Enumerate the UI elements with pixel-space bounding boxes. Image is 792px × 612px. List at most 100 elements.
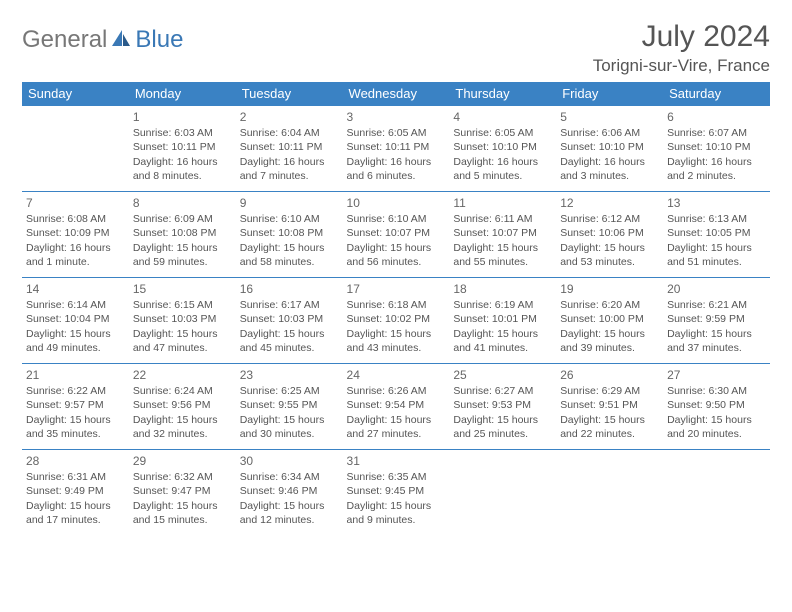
title-block: July 2024 Torigni-sur-Vire, France <box>593 20 770 76</box>
daylight-text: Daylight: 16 hours <box>453 155 552 169</box>
sunset-text: Sunset: 9:57 PM <box>26 398 125 412</box>
sunrise-text: Sunrise: 6:15 AM <box>133 298 232 312</box>
calendar-day-cell: 30Sunrise: 6:34 AMSunset: 9:46 PMDayligh… <box>236 450 343 536</box>
daylight-text: and 9 minutes. <box>347 513 446 527</box>
day-header: Friday <box>556 82 663 106</box>
sunset-text: Sunset: 10:07 PM <box>453 226 552 240</box>
sunrise-text: Sunrise: 6:11 AM <box>453 212 552 226</box>
daylight-text: Daylight: 15 hours <box>347 413 446 427</box>
daylight-text: and 58 minutes. <box>240 255 339 269</box>
calendar-day-cell <box>663 450 770 536</box>
daylight-text: Daylight: 15 hours <box>560 241 659 255</box>
day-number: 2 <box>240 109 339 125</box>
sunset-text: Sunset: 10:11 PM <box>133 140 232 154</box>
sunset-text: Sunset: 9:50 PM <box>667 398 766 412</box>
daylight-text: Daylight: 15 hours <box>667 327 766 341</box>
calendar-day-cell: 29Sunrise: 6:32 AMSunset: 9:47 PMDayligh… <box>129 450 236 536</box>
daylight-text: Daylight: 15 hours <box>240 327 339 341</box>
sunset-text: Sunset: 10:06 PM <box>560 226 659 240</box>
daylight-text: and 22 minutes. <box>560 427 659 441</box>
sunrise-text: Sunrise: 6:19 AM <box>453 298 552 312</box>
daylight-text: and 43 minutes. <box>347 341 446 355</box>
sunset-text: Sunset: 9:59 PM <box>667 312 766 326</box>
calendar-day-cell: 25Sunrise: 6:27 AMSunset: 9:53 PMDayligh… <box>449 364 556 450</box>
sunrise-text: Sunrise: 6:10 AM <box>240 212 339 226</box>
sunrise-text: Sunrise: 6:25 AM <box>240 384 339 398</box>
sunrise-text: Sunrise: 6:24 AM <box>133 384 232 398</box>
daylight-text: Daylight: 15 hours <box>26 413 125 427</box>
daylight-text: and 2 minutes. <box>667 169 766 183</box>
daylight-text: and 53 minutes. <box>560 255 659 269</box>
sunset-text: Sunset: 9:53 PM <box>453 398 552 412</box>
calendar-day-cell: 15Sunrise: 6:15 AMSunset: 10:03 PMDaylig… <box>129 278 236 364</box>
calendar-day-cell: 2Sunrise: 6:04 AMSunset: 10:11 PMDayligh… <box>236 106 343 192</box>
calendar-week-row: 7Sunrise: 6:08 AMSunset: 10:09 PMDayligh… <box>22 192 770 278</box>
daylight-text: and 56 minutes. <box>347 255 446 269</box>
daylight-text: and 39 minutes. <box>560 341 659 355</box>
sunrise-text: Sunrise: 6:30 AM <box>667 384 766 398</box>
day-number: 18 <box>453 281 552 297</box>
sunrise-text: Sunrise: 6:18 AM <box>347 298 446 312</box>
sunrise-text: Sunrise: 6:05 AM <box>347 126 446 140</box>
daylight-text: Daylight: 15 hours <box>240 413 339 427</box>
day-number: 22 <box>133 367 232 383</box>
sunset-text: Sunset: 10:05 PM <box>667 226 766 240</box>
calendar-day-cell: 1Sunrise: 6:03 AMSunset: 10:11 PMDayligh… <box>129 106 236 192</box>
sunrise-text: Sunrise: 6:34 AM <box>240 470 339 484</box>
sunset-text: Sunset: 10:10 PM <box>667 140 766 154</box>
calendar-day-cell: 4Sunrise: 6:05 AMSunset: 10:10 PMDayligh… <box>449 106 556 192</box>
daylight-text: and 51 minutes. <box>667 255 766 269</box>
daylight-text: Daylight: 15 hours <box>560 327 659 341</box>
daylight-text: Daylight: 15 hours <box>240 241 339 255</box>
calendar-day-cell: 6Sunrise: 6:07 AMSunset: 10:10 PMDayligh… <box>663 106 770 192</box>
day-number: 25 <box>453 367 552 383</box>
sunrise-text: Sunrise: 6:12 AM <box>560 212 659 226</box>
sunset-text: Sunset: 10:10 PM <box>560 140 659 154</box>
daylight-text: Daylight: 15 hours <box>26 327 125 341</box>
sunset-text: Sunset: 10:08 PM <box>240 226 339 240</box>
calendar-day-cell <box>449 450 556 536</box>
daylight-text: and 59 minutes. <box>133 255 232 269</box>
calendar-day-cell: 19Sunrise: 6:20 AMSunset: 10:00 PMDaylig… <box>556 278 663 364</box>
daylight-text: Daylight: 15 hours <box>667 241 766 255</box>
daylight-text: and 30 minutes. <box>240 427 339 441</box>
calendar-day-cell: 13Sunrise: 6:13 AMSunset: 10:05 PMDaylig… <box>663 192 770 278</box>
day-number: 11 <box>453 195 552 211</box>
daylight-text: and 3 minutes. <box>560 169 659 183</box>
daylight-text: Daylight: 15 hours <box>240 499 339 513</box>
daylight-text: Daylight: 15 hours <box>347 499 446 513</box>
day-number: 23 <box>240 367 339 383</box>
calendar-header-row: SundayMondayTuesdayWednesdayThursdayFrid… <box>22 82 770 106</box>
sunset-text: Sunset: 10:03 PM <box>133 312 232 326</box>
daylight-text: Daylight: 15 hours <box>133 327 232 341</box>
location-subtitle: Torigni-sur-Vire, France <box>593 56 770 76</box>
brand-part2: Blue <box>135 26 183 54</box>
calendar-week-row: 28Sunrise: 6:31 AMSunset: 9:49 PMDayligh… <box>22 450 770 536</box>
calendar-day-cell: 7Sunrise: 6:08 AMSunset: 10:09 PMDayligh… <box>22 192 129 278</box>
day-number: 15 <box>133 281 232 297</box>
day-number: 28 <box>26 453 125 469</box>
daylight-text: and 41 minutes. <box>453 341 552 355</box>
calendar-day-cell <box>556 450 663 536</box>
calendar-day-cell: 14Sunrise: 6:14 AMSunset: 10:04 PMDaylig… <box>22 278 129 364</box>
calendar-day-cell: 16Sunrise: 6:17 AMSunset: 10:03 PMDaylig… <box>236 278 343 364</box>
daylight-text: Daylight: 15 hours <box>667 413 766 427</box>
day-number: 16 <box>240 281 339 297</box>
day-number: 13 <box>667 195 766 211</box>
sunset-text: Sunset: 10:01 PM <box>453 312 552 326</box>
daylight-text: and 47 minutes. <box>133 341 232 355</box>
sunrise-text: Sunrise: 6:20 AM <box>560 298 659 312</box>
day-number: 12 <box>560 195 659 211</box>
sunset-text: Sunset: 9:47 PM <box>133 484 232 498</box>
calendar-day-cell: 28Sunrise: 6:31 AMSunset: 9:49 PMDayligh… <box>22 450 129 536</box>
day-number: 19 <box>560 281 659 297</box>
daylight-text: Daylight: 15 hours <box>133 413 232 427</box>
day-number: 27 <box>667 367 766 383</box>
sunset-text: Sunset: 10:09 PM <box>26 226 125 240</box>
sunset-text: Sunset: 10:11 PM <box>347 140 446 154</box>
sunrise-text: Sunrise: 6:07 AM <box>667 126 766 140</box>
sunrise-text: Sunrise: 6:08 AM <box>26 212 125 226</box>
daylight-text: and 49 minutes. <box>26 341 125 355</box>
calendar-day-cell: 10Sunrise: 6:10 AMSunset: 10:07 PMDaylig… <box>343 192 450 278</box>
calendar-day-cell: 31Sunrise: 6:35 AMSunset: 9:45 PMDayligh… <box>343 450 450 536</box>
